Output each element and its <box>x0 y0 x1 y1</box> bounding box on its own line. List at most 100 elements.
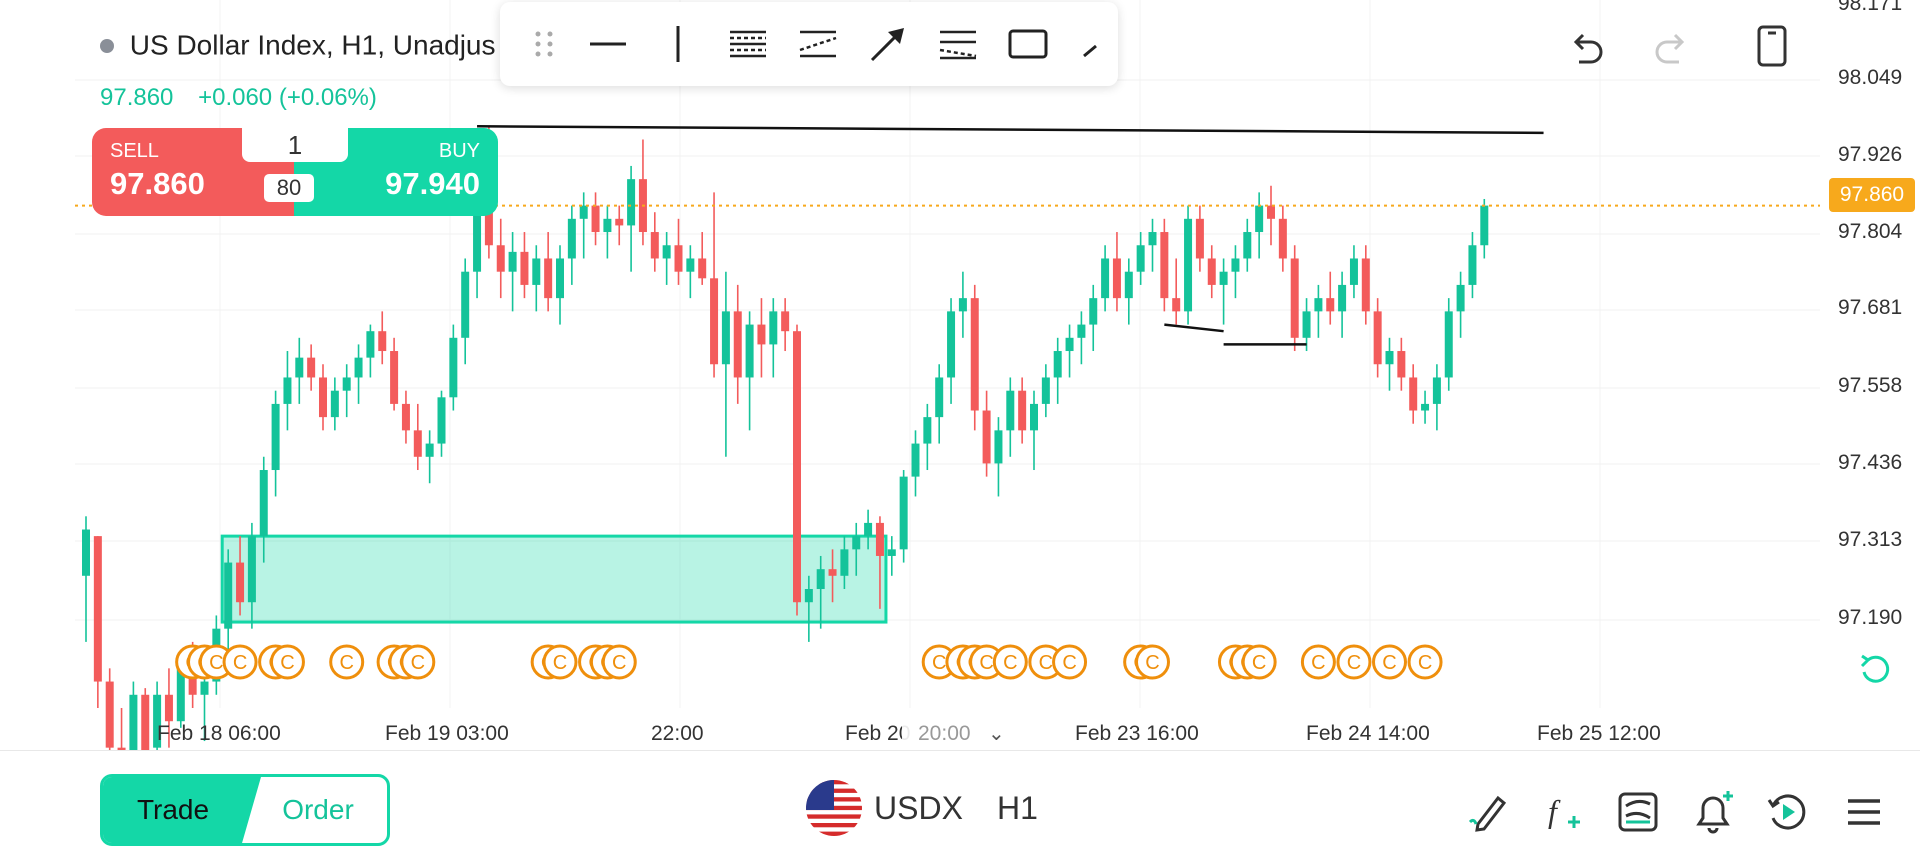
candle-body <box>1302 311 1311 338</box>
price-change-row: 97.860 +0.060 (+0.06%) <box>100 84 395 112</box>
order-tab[interactable]: Order <box>282 794 354 825</box>
candle-body <box>378 331 387 352</box>
alert-icon[interactable] <box>1689 788 1737 836</box>
candle-body <box>1468 245 1477 285</box>
event-marker-circle <box>1336 644 1372 680</box>
event-marker-label: C <box>233 652 247 674</box>
event-marker-label: C <box>1311 652 1325 674</box>
event-marker: C <box>1336 644 1372 680</box>
event-marker-label: C <box>553 652 567 674</box>
candle-body <box>781 311 790 332</box>
horizontal-line-icon[interactable] <box>586 22 630 66</box>
candle-body <box>425 443 434 457</box>
crosshair-time-label[interactable]: 20:00 ⌄ <box>902 718 1098 750</box>
symbol-title-row[interactable]: US Dollar Index, H1, Unadjus <box>100 28 496 62</box>
event-marker-circle <box>1407 644 1443 680</box>
candle-body <box>141 694 150 755</box>
candle-body <box>603 218 612 233</box>
candle-body <box>662 245 671 259</box>
menu-icon[interactable] <box>1840 788 1888 836</box>
candle-body <box>1136 245 1145 272</box>
reset-chart-icon[interactable] <box>1854 648 1898 692</box>
candle-body <box>650 232 659 259</box>
rectangle-icon[interactable] <box>1006 22 1050 66</box>
replay-icon[interactable] <box>1763 788 1811 836</box>
candle-body <box>1172 298 1181 312</box>
candles-layer <box>82 126 1489 808</box>
resistance-line <box>477 125 1544 135</box>
sell-label: SELL <box>110 140 159 162</box>
y-axis-tick: 98.171 <box>1838 0 1903 15</box>
candle-body <box>82 529 90 576</box>
candle-body <box>1243 232 1252 259</box>
timeframe-selector[interactable]: H1 <box>997 790 1038 826</box>
candle-body <box>899 476 908 550</box>
candle-body <box>224 562 233 629</box>
candle-body <box>247 536 256 603</box>
symbol-name[interactable]: USDX <box>874 790 963 826</box>
redo-icon[interactable] <box>1651 26 1695 70</box>
event-marker-label: C <box>612 652 626 674</box>
candle-body <box>307 357 316 378</box>
chart-type-icon[interactable] <box>1614 788 1662 836</box>
event-marker: C <box>1372 644 1407 680</box>
candle-body <box>496 245 505 272</box>
candle-body <box>164 694 173 722</box>
fib-retracement-icon[interactable] <box>936 22 980 66</box>
candle-body <box>354 357 363 378</box>
candle-body <box>1112 258 1121 299</box>
event-marker-label: C <box>1382 652 1396 674</box>
candle-body <box>1089 298 1098 325</box>
candle-body <box>1397 351 1406 378</box>
undo-icon[interactable] <box>1563 26 1607 70</box>
drawing-tools-icon[interactable] <box>1464 788 1512 836</box>
lot-size-input[interactable]: 1 <box>242 128 348 162</box>
event-marker-label: C <box>1347 652 1361 674</box>
candle-body <box>1421 403 1430 411</box>
arrow-icon[interactable] <box>866 22 910 66</box>
candle-body <box>544 258 553 299</box>
candle-body <box>982 410 991 464</box>
x-axis-tick: Feb 19 03:00 <box>385 722 509 745</box>
candle-body <box>1290 258 1299 338</box>
vertical-line-icon[interactable] <box>656 22 700 66</box>
phone-layout-icon[interactable] <box>1750 24 1794 68</box>
demand-zone-layer <box>220 534 888 624</box>
drag-handle-icon[interactable] <box>522 22 566 66</box>
candle-body <box>1267 205 1275 219</box>
candle-body <box>153 694 162 748</box>
candle-body <box>1124 271 1133 299</box>
event-marker: C <box>222 644 258 680</box>
pen-icon[interactable] <box>1076 22 1120 66</box>
buy-label: BUY <box>438 140 480 162</box>
event-marker-label: C <box>1039 652 1053 674</box>
event-marker-circle <box>400 644 436 680</box>
indicators-icon[interactable]: f <box>1540 788 1588 836</box>
candle-body <box>1326 298 1335 312</box>
candle-body <box>769 311 778 345</box>
event-marker: C <box>1135 644 1170 680</box>
support-line-1 <box>1164 323 1224 333</box>
candle-body <box>1444 311 1453 378</box>
candle-body <box>461 271 470 338</box>
candle-body <box>698 258 707 279</box>
event-marker-label: C <box>339 652 353 674</box>
candle-body <box>1065 337 1074 352</box>
candle-body <box>1349 258 1358 285</box>
trend-channel-icon[interactable] <box>796 22 840 66</box>
candle-body <box>176 661 185 722</box>
candle-body <box>1385 351 1394 365</box>
trade-order-toggle: Trade Order <box>100 774 390 846</box>
parallel-channel-icon[interactable] <box>726 22 770 66</box>
candle-body <box>1361 258 1370 312</box>
event-marker-label: C <box>932 652 946 674</box>
event-marker: C <box>1300 644 1336 680</box>
y-axis-tick: 97.558 <box>1838 374 1903 397</box>
candle-body <box>129 694 138 768</box>
trade-tab[interactable]: Trade <box>136 794 210 825</box>
candle-body <box>745 324 754 378</box>
candle-body <box>567 218 576 259</box>
candle-body <box>330 390 339 418</box>
candle-body <box>1006 390 1015 431</box>
